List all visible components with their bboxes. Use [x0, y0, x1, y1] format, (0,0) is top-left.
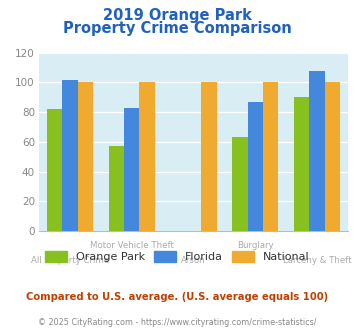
Text: Arson: Arson — [181, 256, 206, 265]
Bar — [232, 137, 247, 231]
Bar — [78, 82, 93, 231]
Bar — [124, 108, 140, 231]
Bar — [263, 82, 278, 231]
Bar — [309, 71, 325, 231]
Text: Larceny & Theft: Larceny & Theft — [283, 256, 351, 265]
Bar — [325, 82, 340, 231]
Text: Property Crime Comparison: Property Crime Comparison — [63, 21, 292, 36]
Bar — [109, 146, 124, 231]
Text: All Property Crime: All Property Crime — [31, 256, 109, 265]
Text: 2019 Orange Park: 2019 Orange Park — [103, 8, 252, 23]
Bar — [62, 80, 78, 231]
Bar — [201, 82, 217, 231]
Text: Motor Vehicle Theft: Motor Vehicle Theft — [90, 241, 174, 250]
Bar — [140, 82, 155, 231]
Text: Compared to U.S. average. (U.S. average equals 100): Compared to U.S. average. (U.S. average … — [26, 292, 329, 302]
Bar — [247, 102, 263, 231]
Bar — [47, 109, 62, 231]
Text: © 2025 CityRating.com - https://www.cityrating.com/crime-statistics/: © 2025 CityRating.com - https://www.city… — [38, 318, 317, 327]
Text: Burglary: Burglary — [237, 241, 274, 250]
Bar — [294, 97, 309, 231]
Legend: Orange Park, Florida, National: Orange Park, Florida, National — [40, 247, 315, 267]
